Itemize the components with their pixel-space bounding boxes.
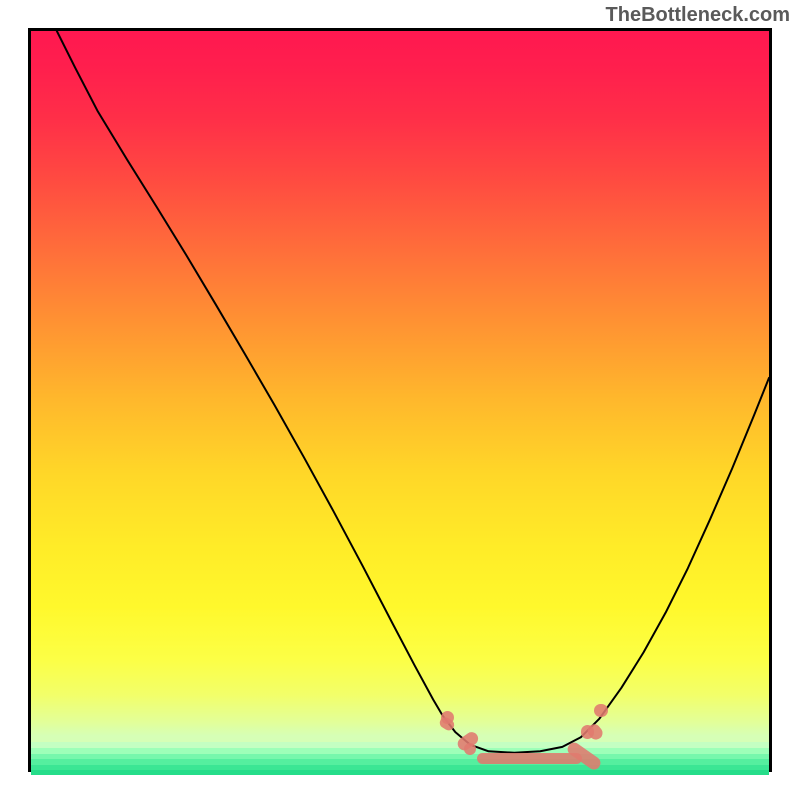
trough-dot: [581, 725, 594, 738]
trough-segment: [477, 753, 581, 764]
bottleneck-curve: [31, 31, 769, 769]
trough-dot: [594, 704, 607, 717]
curve-path: [57, 31, 769, 753]
plot-frame: [28, 28, 772, 772]
green-band: [31, 770, 769, 775]
watermark: TheBottleneck.com: [606, 4, 790, 27]
trough-dot: [464, 743, 476, 755]
